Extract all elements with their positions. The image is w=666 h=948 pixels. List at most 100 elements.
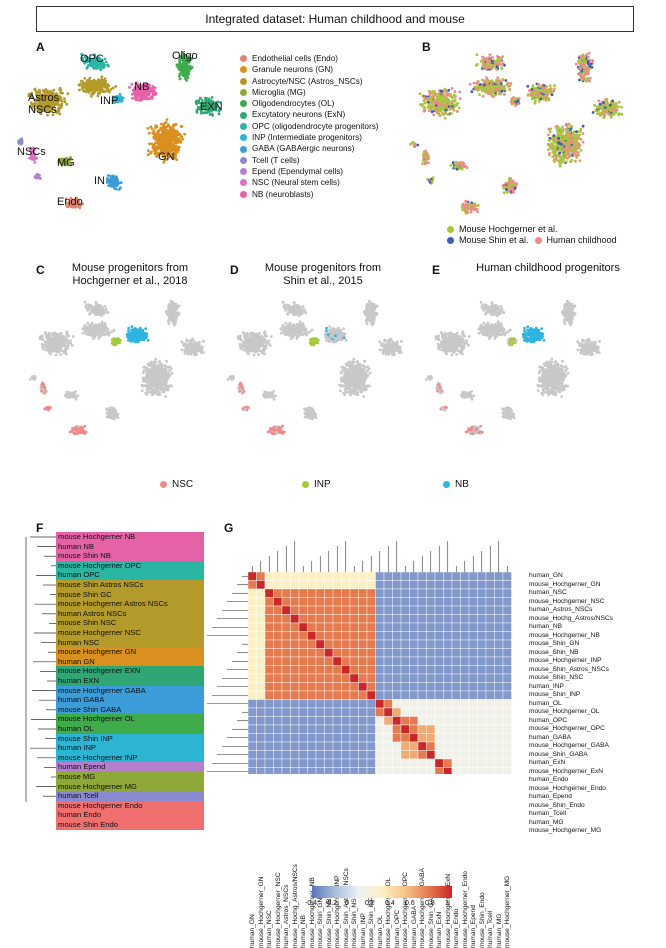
umap-cell (20, 139, 24, 143)
legend-item: NB (neuroblasts) (240, 189, 379, 200)
umap-cell (168, 136, 172, 140)
umap-cell (488, 53, 492, 56)
umap-cell (111, 95, 115, 99)
umap-cell (43, 331, 47, 334)
umap-cell (483, 79, 487, 82)
umap-cell (606, 107, 610, 111)
umap-cell (475, 53, 479, 56)
umap-cell (103, 85, 107, 89)
umap-cell (489, 86, 493, 90)
umap-cell (34, 108, 37, 111)
human-dot (534, 237, 542, 245)
umap-cell (588, 64, 592, 68)
umap-cell (581, 140, 585, 144)
umap-cell (434, 104, 438, 107)
umap-cell (147, 131, 151, 135)
umap-cell (557, 155, 561, 158)
umap-cell (111, 86, 115, 90)
umap-cell (605, 103, 608, 107)
umap-cell (59, 353, 63, 356)
umap-cell (451, 161, 455, 165)
umap-cell (488, 59, 492, 62)
umap-cell (52, 88, 56, 92)
dataset-legend: Mouse Hochgerner et al. Mouse Shin et al… (447, 224, 617, 247)
umap-cell (66, 92, 70, 96)
umap-cell (485, 63, 489, 67)
umap-cell (106, 328, 110, 332)
legend-label: Excytatory neurons (ExN) (252, 110, 346, 120)
umap-cell (49, 349, 53, 353)
umap-cell (54, 353, 58, 357)
umap-cell (38, 88, 41, 92)
umap-cell (89, 64, 93, 68)
umap-cell (214, 104, 218, 108)
umap-cell (153, 152, 157, 156)
umap-cell (84, 81, 88, 85)
umap-cell (445, 100, 449, 104)
legend-item: Epend (Ependymal cells) (240, 166, 379, 177)
umap-cell (617, 100, 621, 104)
umap-cell (583, 77, 587, 81)
umap-cell (169, 126, 173, 130)
umap-cell (207, 97, 211, 101)
umap-cell (584, 66, 588, 70)
umap-cell (424, 158, 428, 161)
legend-label: Astrocyte/NSC (Astros_NSCs) (252, 76, 363, 86)
umap-cell (557, 141, 560, 144)
umap-cell (54, 103, 57, 106)
umap-cell (99, 323, 102, 327)
umap-cell (556, 130, 559, 133)
umap-cell (86, 65, 89, 69)
umap-cell (208, 107, 212, 111)
umap-cell (78, 202, 81, 206)
umap-cell (557, 136, 561, 140)
umap-cell (489, 65, 493, 69)
umap-cell (197, 99, 201, 102)
umap-cell (566, 152, 570, 156)
umap-cell (491, 89, 494, 92)
legend-item: Microglia (MG) (240, 87, 379, 98)
legend-item: Oligodendrocytes (OL) (240, 98, 379, 109)
umap-cell (449, 164, 453, 167)
umap-cell (55, 111, 59, 115)
umap-cell (453, 165, 457, 169)
umap-cell (508, 186, 512, 190)
umap-cell (34, 98, 37, 102)
umap-cell (603, 114, 606, 118)
umap-cell (153, 86, 157, 90)
umap-cell (152, 136, 156, 140)
umap-cell (550, 93, 554, 97)
umap-cell (455, 162, 459, 166)
umap-cell (99, 64, 103, 68)
umap-cell (495, 78, 498, 82)
umap-cell (35, 93, 38, 97)
umap-cell (587, 51, 591, 55)
umap-cell (162, 122, 166, 126)
umap-cell (452, 108, 456, 112)
umap-cell (57, 161, 61, 164)
umap-cell (436, 101, 440, 105)
legend-item: Astrocyte/NSC (Astros_NSCs) (240, 76, 379, 87)
umap-cell (430, 179, 434, 183)
umap-cell (511, 179, 515, 183)
umap-cell (49, 89, 52, 93)
umap-cell (473, 208, 477, 212)
umap-cell (44, 340, 48, 344)
umap-cell (428, 90, 432, 94)
umap-cell (181, 137, 185, 141)
umap-cell (202, 111, 206, 115)
umap-cell (421, 153, 425, 156)
umap-label-gn: GN (158, 151, 175, 163)
umap-cell (65, 352, 68, 356)
umap-cell (143, 94, 147, 98)
umap-cell (199, 101, 203, 105)
umap-cell (106, 311, 110, 314)
umap-cell (470, 203, 474, 207)
umap-cell (66, 345, 70, 349)
legend-dot (240, 111, 247, 119)
umap-cell (540, 88, 544, 92)
umap-cell (119, 186, 122, 190)
umap-cell (183, 132, 187, 136)
umap-cell (104, 60, 108, 64)
umap-cell (135, 98, 138, 102)
